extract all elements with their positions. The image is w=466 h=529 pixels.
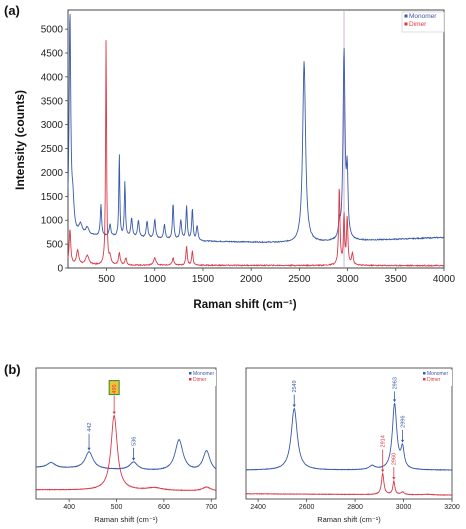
panel-b-right-legend-monomer-swatch (423, 372, 426, 375)
x-tick-label-1500: 1500 (192, 274, 215, 285)
panel-a-legend-dimer: Dimer (409, 21, 427, 28)
x-tick-label-500: 500 (98, 274, 115, 285)
panel-b-left-legend-monomer: Monomer (193, 371, 214, 377)
panel-b-right-legend-dimer-swatch (423, 378, 426, 381)
x-tick-label-2600: 2600 (299, 504, 315, 511)
y-tick-label-500: 500 (46, 240, 63, 251)
panel-b-left: (b) 400 500 600 700 442 495 536 Raman shift (… (4, 362, 217, 524)
series-line-dimer (245, 472, 453, 496)
annotation-label-2963: 2963 (392, 377, 398, 389)
panel-b-right: 2400 2600 2800 3000 3200 2549 2914 2960 2963 299… (245, 367, 460, 524)
panel-a: (a) Intensity (counts) Raman shift (cm⁻¹… (4, 3, 456, 311)
panel-b-right-frame (245, 367, 453, 500)
x-tick-label-700: 700 (205, 504, 217, 511)
x-tick-label-600: 600 (158, 504, 170, 511)
annotation-arrowhead-2549 (292, 404, 296, 408)
x-tick-label-3000: 3000 (336, 274, 359, 285)
panel-b-left-legend-dimer: Dimer (193, 377, 207, 383)
panel-b-left-legend: Monomer Dimer (188, 370, 216, 386)
y-tick-label-3500: 3500 (41, 96, 64, 107)
x-tick-label-400: 400 (63, 504, 75, 511)
annotation-arrowhead-495 (112, 411, 116, 415)
panel-b-left-legend-box (188, 370, 216, 386)
panel-b-right-legend-dimer: Dimer (427, 377, 441, 383)
panel-a-ylabel: Intensity (counts) (13, 90, 27, 190)
x-tick-label-3000: 3000 (396, 504, 412, 511)
panel-b-left-frame (35, 367, 217, 500)
y-tick-label-1000: 1000 (41, 216, 64, 227)
y-tick-label-1500: 1500 (41, 192, 64, 203)
y-tick-label-0: 0 (57, 264, 63, 275)
panel-b-left-legend-monomer-swatch (189, 372, 192, 375)
annotation-label-442: 442 (87, 423, 93, 432)
x-tick-label-500: 500 (111, 504, 123, 511)
series-line-monomer (67, 14, 445, 244)
x-tick-label-4000: 4000 (433, 274, 456, 285)
panel-b-label: (b) (4, 362, 21, 377)
x-tick-label-2500: 2500 (288, 274, 311, 285)
series-line-dimer (67, 40, 445, 267)
panel-b-right-legend-monomer: Monomer (427, 371, 448, 377)
x-tick-label-1000: 1000 (144, 274, 167, 285)
x-tick-label-3500: 3500 (385, 274, 408, 285)
annotation-arrowhead-536 (131, 457, 136, 461)
series-line-dimer (35, 414, 217, 492)
annotation-label-2914: 2914 (380, 435, 386, 447)
x-tick-label-2400: 2400 (250, 504, 266, 511)
x-tick-label-2000: 2000 (240, 274, 263, 285)
series-line-monomer (35, 438, 217, 471)
panel-b-right-legend: Monomer Dimer (422, 370, 452, 386)
y-tick-label-2500: 2500 (41, 144, 64, 155)
x-tick-label-2800: 2800 (347, 504, 363, 511)
annotation-label-2549: 2549 (292, 380, 298, 392)
annotation-label-2996: 2996 (400, 416, 406, 428)
annotation-box-495 (108, 380, 120, 396)
panel-b-right-legend-box (422, 370, 452, 386)
panel-a-legend-dimer-swatch (404, 22, 408, 26)
y-tick-label-4500: 4500 (41, 49, 64, 60)
panel-a-legend-box (401, 11, 445, 33)
annotation-arrowhead-2960 (392, 477, 396, 480)
panel-a-xlabel: Raman shift (cm⁻¹) (193, 299, 296, 311)
y-tick-label-3000: 3000 (41, 120, 64, 131)
x-tick-label-3200: 3200 (444, 504, 460, 511)
panel-b-right-xlabel: Raman shift (cm⁻¹) (317, 515, 381, 524)
annotation-arrowhead-2914 (381, 469, 385, 473)
y-tick-label-4000: 4000 (41, 72, 64, 83)
series-line-monomer (245, 402, 453, 471)
panel-b-left-legend-dimer-swatch (189, 378, 192, 381)
panel-a-legend-monomer: Monomer (409, 13, 437, 20)
y-tick-label-2000: 2000 (41, 168, 64, 179)
annotation-arrowhead-442 (87, 447, 91, 451)
panel-a-legend: Monomer Dimer (401, 11, 445, 33)
annotation-arrowhead-2963 (392, 399, 397, 403)
annotation-label-536: 536 (131, 437, 137, 446)
annotation-label-2960: 2960 (392, 453, 398, 465)
panel-a-label: (a) (4, 3, 20, 18)
panel-b-left-xlabel: Raman shift (cm⁻¹) (94, 515, 158, 524)
y-tick-label-5000: 5000 (41, 25, 64, 36)
panel-a-frame (67, 9, 445, 269)
panel-a-legend-monomer-swatch (404, 14, 408, 18)
annotation-arrowhead-2996 (400, 439, 405, 443)
annotation-label-495: 495 (112, 384, 118, 393)
